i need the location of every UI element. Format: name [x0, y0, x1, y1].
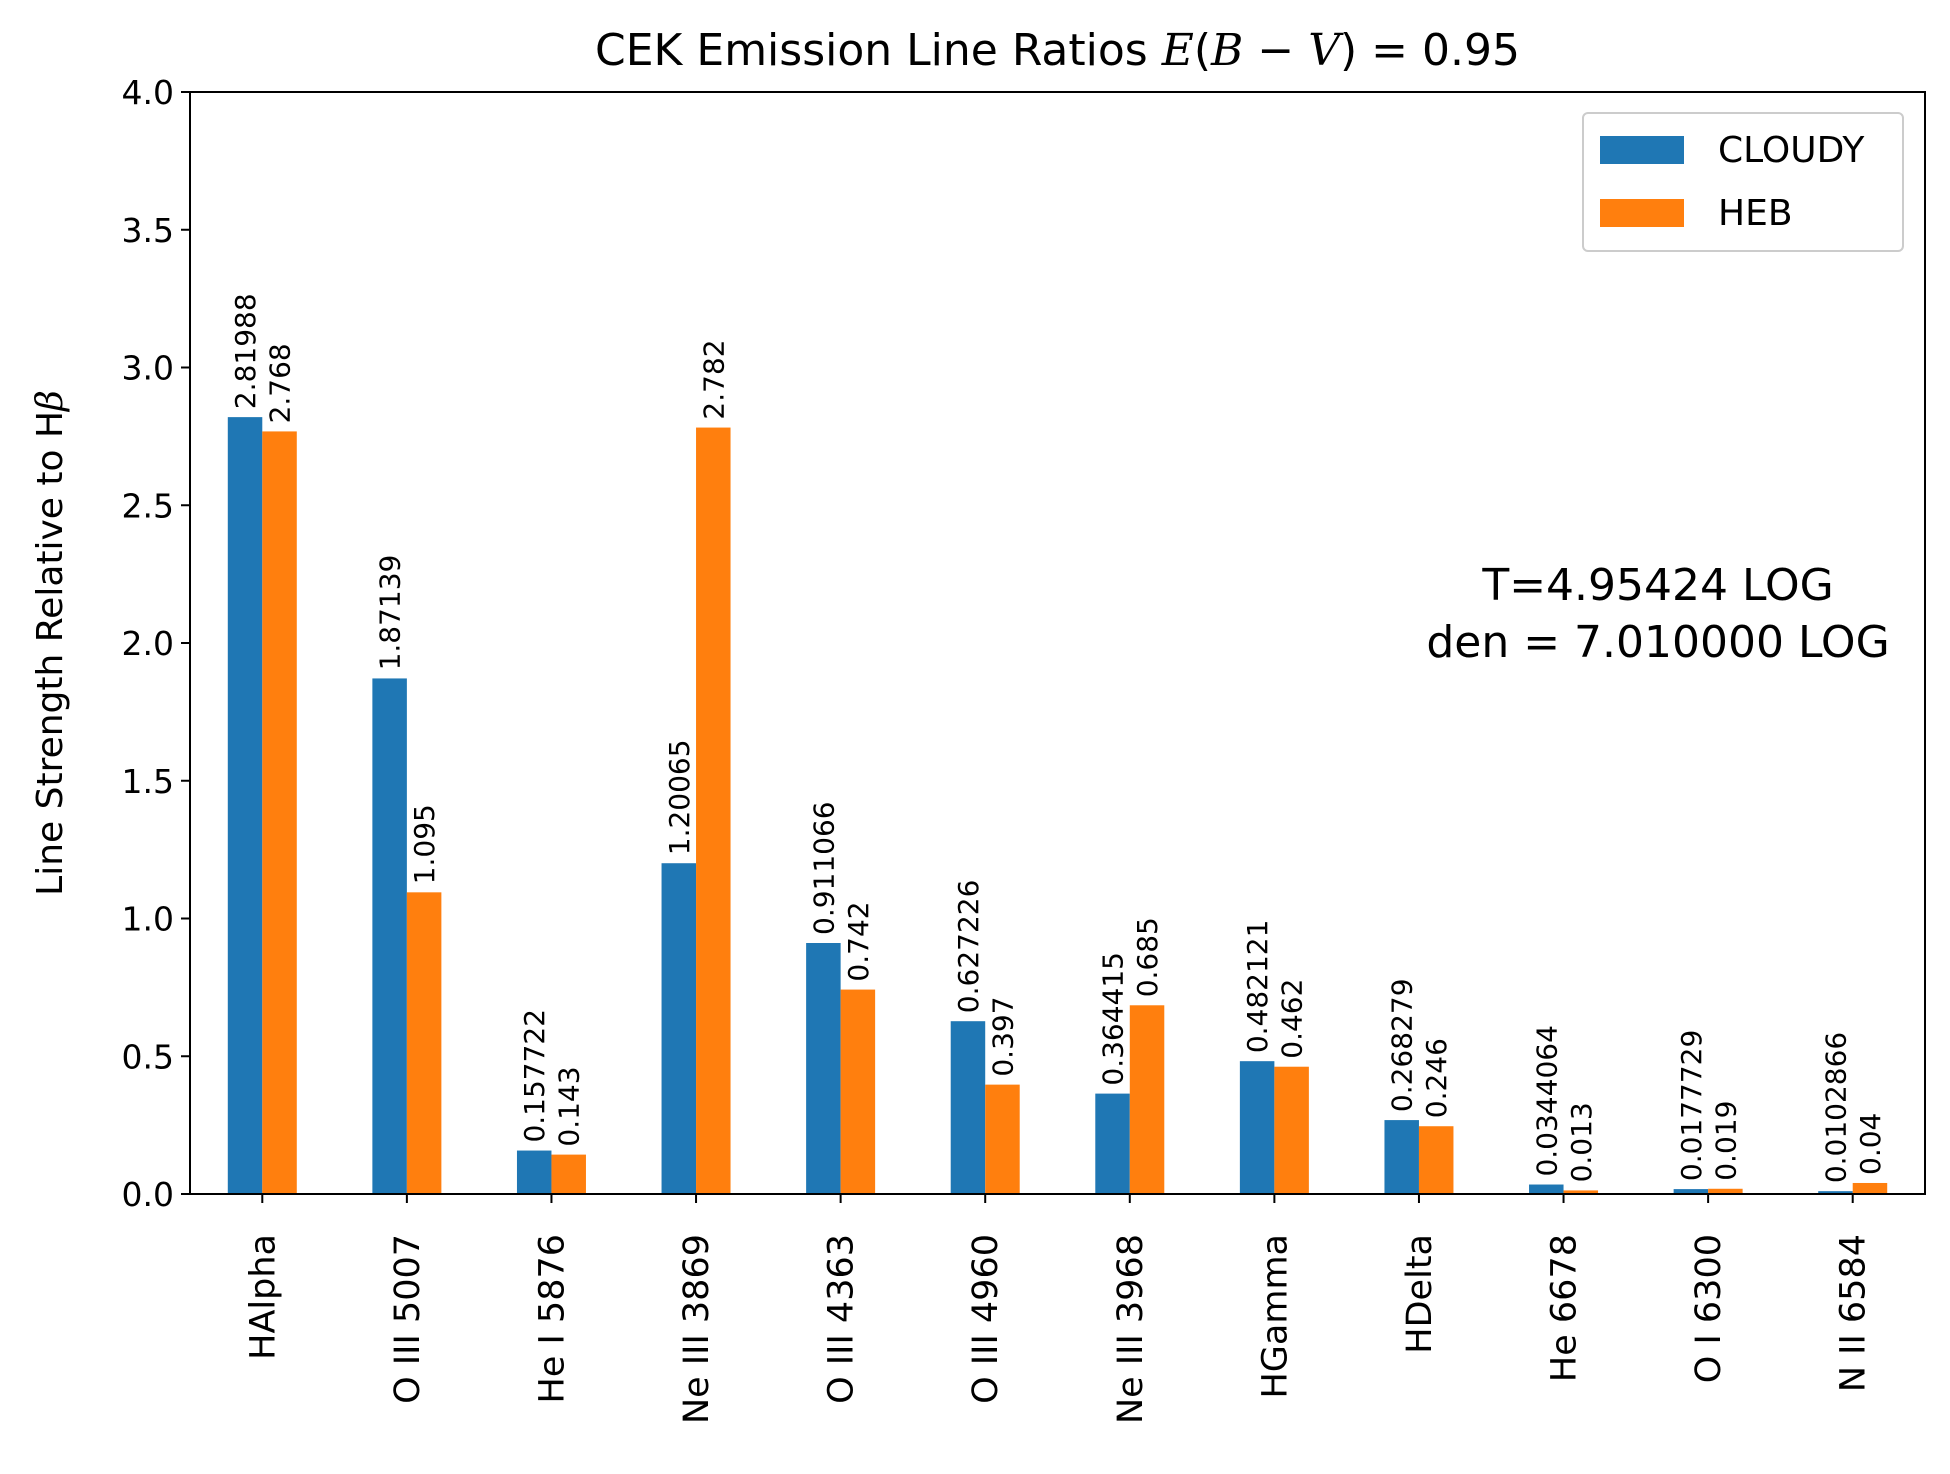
legend-swatch-heb — [1600, 199, 1684, 227]
x-tick-label: Ne III 3968 — [1111, 1234, 1151, 1424]
chart-title: CEK Emission Line Ratios E(B − V) = 0.95 — [595, 25, 1520, 76]
bar-heb-8 — [1418, 1126, 1454, 1194]
bar-cloudy-7 — [1239, 1061, 1275, 1194]
data-label-heb: 0.04 — [1854, 1113, 1887, 1175]
x-tick-label: O III 5007 — [388, 1234, 428, 1404]
plot-area: 2.81988 2.768 1.87139 1.095 0.157722 0.143 1.2… — [227, 293, 1888, 1195]
y-tick-label: 1.0 — [122, 900, 174, 939]
bar-cloudy-9 — [1529, 1184, 1564, 1194]
data-label-cloudy: 1.20065 — [663, 739, 696, 855]
y-axis-label: Line Strength Relative to Hβ — [30, 390, 71, 896]
y-tick-label: 0.5 — [122, 1037, 174, 1076]
y-tick-label: 3.0 — [122, 349, 174, 388]
data-label-heb: 1.095 — [408, 804, 441, 884]
data-label-heb: 2.768 — [264, 343, 297, 423]
x-tick-label: HDelta — [1400, 1234, 1440, 1354]
data-label-heb: 0.742 — [842, 901, 875, 981]
y-axis: 0.0 0.5 1.0 1.5 2.0 2.5 3.0 3.5 4.0 — [122, 73, 190, 1214]
data-label-cloudy: 1.87139 — [374, 555, 407, 671]
annotation-density: den = 7.010000 LOG — [1426, 617, 1889, 668]
legend-label-heb: HEB — [1718, 193, 1793, 234]
bar-cloudy-3 — [661, 863, 697, 1194]
bar-heb-1 — [406, 892, 442, 1194]
x-axis: HAlpha O III 5007 He I 5876 Ne III 3869 O II… — [243, 1194, 1874, 1424]
bar-heb-11 — [1852, 1182, 1888, 1194]
data-label-cloudy: 0.482121 — [1241, 920, 1274, 1054]
data-label-heb: 2.782 — [697, 339, 730, 419]
data-label-heb: 0.143 — [553, 1066, 586, 1146]
bar-cloudy-2 — [516, 1150, 552, 1194]
bar-cloudy-6 — [1095, 1093, 1130, 1194]
y-tick-label: 1.5 — [122, 762, 174, 801]
data-label-heb: 0.246 — [1420, 1038, 1453, 1118]
bar-cloudy-4 — [806, 943, 841, 1194]
x-tick-label: O III 4363 — [822, 1234, 862, 1404]
bar-cloudy-5 — [950, 1021, 986, 1194]
x-tick-label: O III 4960 — [966, 1234, 1006, 1404]
annotation: T=4.95424 LOG den = 7.010000 LOG — [1426, 560, 1889, 668]
data-label-heb: 0.013 — [1565, 1102, 1598, 1182]
data-label-cloudy: 0.911066 — [807, 801, 840, 935]
data-label-cloudy: 0.364415 — [1097, 952, 1130, 1086]
annotation-temperature: T=4.95424 LOG — [1481, 560, 1833, 611]
data-label-heb: 0.397 — [986, 996, 1019, 1076]
data-label-cloudy: 0.627226 — [952, 880, 985, 1014]
data-label-cloudy: 0.0177729 — [1675, 1030, 1708, 1181]
legend: CLOUDY HEB — [1582, 112, 1904, 252]
legend-swatch-cloudy — [1600, 136, 1684, 164]
y-tick-label: 2.5 — [122, 486, 174, 525]
bar-cloudy-10 — [1673, 1189, 1709, 1194]
bar-cloudy-1 — [372, 678, 407, 1194]
legend-label-cloudy: CLOUDY — [1718, 130, 1865, 171]
bar-heb-4 — [840, 989, 876, 1194]
data-label-cloudy: 2.81988 — [229, 293, 262, 409]
bar-heb-6 — [1129, 1005, 1165, 1194]
bar-heb-3 — [696, 427, 731, 1195]
bar-heb-0 — [262, 431, 297, 1194]
x-tick-label: He I 5876 — [532, 1234, 572, 1404]
x-tick-label: He 6678 — [1545, 1234, 1585, 1382]
data-label-cloudy: 0.157722 — [518, 1009, 551, 1143]
bar-heb-5 — [985, 1084, 1020, 1194]
bar-heb-7 — [1274, 1066, 1309, 1194]
data-label-heb: 0.462 — [1276, 979, 1309, 1059]
y-tick-label: 3.5 — [122, 211, 174, 250]
data-label-cloudy: 0.268279 — [1386, 978, 1419, 1112]
bar-cloudy-8 — [1384, 1120, 1419, 1194]
data-label-heb: 0.019 — [1709, 1101, 1742, 1181]
x-tick-label: O I 6300 — [1689, 1234, 1729, 1383]
data-label-heb: 0.685 — [1131, 917, 1164, 997]
bar-cloudy-0 — [227, 417, 263, 1194]
bar-heb-10 — [1708, 1188, 1743, 1194]
data-label-cloudy: 0.0344064 — [1530, 1025, 1563, 1176]
x-tick-label: HAlpha — [243, 1234, 283, 1360]
y-tick-label: 4.0 — [122, 73, 174, 112]
y-tick-label: 2.0 — [122, 624, 174, 663]
bar-cloudy-11 — [1818, 1191, 1853, 1194]
data-label-cloudy: 0.0102866 — [1819, 1032, 1852, 1183]
x-tick-label: HGamma — [1255, 1234, 1295, 1399]
x-tick-label: N II 6584 — [1834, 1234, 1874, 1392]
x-tick-label: Ne III 3869 — [677, 1234, 717, 1424]
y-tick-label: 0.0 — [122, 1175, 174, 1214]
bar-heb-9 — [1563, 1190, 1599, 1194]
bar-heb-2 — [551, 1154, 586, 1194]
